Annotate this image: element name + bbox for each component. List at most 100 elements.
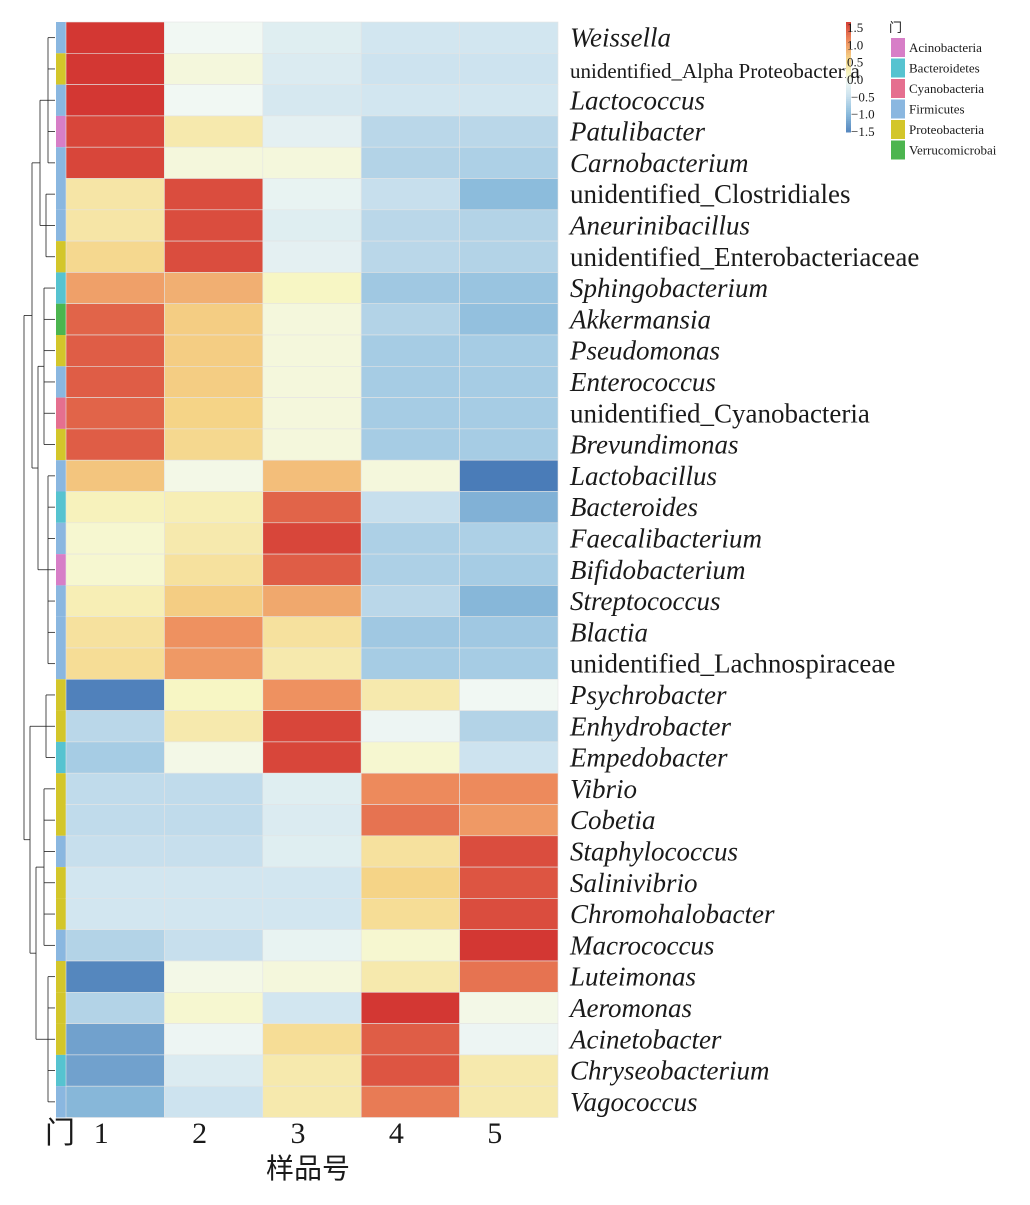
heatmap-cell (262, 647, 362, 680)
color-scale-segment (846, 31, 851, 34)
heatmap-cell (262, 84, 362, 117)
phylum-annotation-cell (56, 867, 66, 899)
phylum-annotation-cell (56, 397, 66, 429)
heatmap-cell (360, 616, 460, 649)
heatmap-cell (164, 272, 264, 304)
heatmap-cell (262, 146, 362, 179)
color-scale-segment (846, 77, 851, 80)
heatmap-cell (164, 178, 264, 211)
heatmap-cell (65, 585, 165, 618)
row-label: Patulibacter (569, 117, 705, 147)
phylum-annotation-cell (56, 898, 66, 930)
phylum-annotation-cell (56, 178, 66, 210)
heatmap-cell (65, 491, 165, 524)
heatmap-cell (262, 272, 362, 304)
heatmap-cell (65, 178, 165, 211)
heatmap-cell (65, 334, 165, 367)
row-label: Brevundimonas (570, 430, 738, 460)
color-scale-segment (846, 67, 851, 71)
heatmap-cell (262, 1054, 362, 1087)
heatmap-cell (164, 459, 264, 492)
phylum-annotation-cell (56, 773, 66, 805)
column-label: 5 (487, 1117, 502, 1150)
heatmap-cell (164, 365, 264, 398)
legend-item-label: Verrucomicrobai (909, 143, 997, 158)
heatmap-cell (262, 866, 362, 899)
heatmap-cell (360, 272, 460, 304)
heatmap-cell (459, 1054, 559, 1087)
heatmap-cell (262, 397, 362, 430)
row-label: Pseudomonas (569, 336, 720, 366)
color-scale-segment (846, 75, 851, 78)
heatmap-cell (65, 209, 165, 242)
heatmap-cell (459, 491, 559, 524)
heatmap-cell (360, 1085, 460, 1118)
color-scale-segment (846, 95, 851, 98)
color-scale-segment (846, 88, 851, 91)
heatmap-cell (360, 240, 460, 273)
heatmap-cell (262, 240, 362, 273)
heatmap-cell (459, 741, 559, 774)
color-scale-segment (846, 130, 851, 133)
heatmap-cell (459, 240, 559, 273)
legend-swatch (891, 120, 905, 139)
row-label: Akkermansia (568, 304, 711, 334)
color-scale-segment (846, 47, 851, 50)
heatmap-cell (164, 960, 264, 993)
heatmap-cell (164, 1023, 264, 1056)
heatmap-cell (262, 616, 362, 649)
phylum-annotation-cell (56, 491, 66, 523)
phylum-annotation-cell (56, 616, 66, 648)
color-scale-segment (846, 110, 851, 113)
heatmap-cell (459, 991, 559, 1024)
color-scale-bar: 1.5 1.0 0.5 0.0 −0.5 −1.0 −1.5 (846, 20, 875, 139)
heatmap-cell (360, 553, 460, 586)
heatmap-cell (65, 1085, 165, 1118)
row-label: Vibrio (570, 774, 637, 804)
heatmap-cell (164, 804, 264, 837)
legend-item-label: Proteobacteria (909, 122, 984, 137)
phylum-annotation-cell (56, 53, 66, 85)
heatmap-cell (360, 866, 460, 899)
heatmap-cell (459, 866, 559, 899)
phylum-annotation-cell (56, 710, 66, 742)
heatmap-cell (459, 334, 559, 367)
heatmap-cell (65, 397, 165, 430)
color-scale-segment (846, 93, 851, 96)
heatmap-cell (262, 835, 362, 868)
row-label: Enterococcus (569, 367, 716, 397)
heatmap-cell (65, 898, 165, 931)
heatmap-cell (65, 866, 165, 899)
heatmap-cell (65, 84, 165, 117)
color-scale-segment (846, 71, 851, 74)
color-scale-segment (846, 55, 851, 58)
phylum-annotation-cell (56, 554, 66, 586)
color-scale-tick: −0.5 (851, 89, 875, 104)
row-label: Salinivibrio (570, 868, 698, 898)
heatmap-cell (164, 585, 264, 618)
heatmap-cell (459, 522, 559, 555)
heatmap-cell (164, 491, 264, 524)
column-labels: 门 1 2 3 4 5 (45, 1117, 502, 1150)
row-label: Luteimonas (569, 962, 696, 992)
heatmap-cell (65, 835, 165, 868)
heatmap-cell (459, 428, 559, 461)
phylum-annotation-cell (56, 585, 66, 617)
phylum-annotation-cell (56, 84, 66, 116)
heatmap-cell (360, 303, 460, 336)
heatmap-cell (360, 491, 460, 524)
heatmap-cell (164, 1085, 264, 1118)
heatmap-cell (360, 459, 460, 492)
phylum-annotation-column (56, 22, 66, 1118)
heatmap-cell (262, 585, 362, 618)
heatmap-cell (360, 334, 460, 367)
phylum-annotation-cell (56, 929, 66, 961)
heatmap-cell (459, 52, 559, 85)
color-scale-segment (846, 86, 851, 89)
heatmap-cell (262, 115, 362, 148)
color-scale-segment (846, 27, 851, 30)
color-scale-segment (846, 128, 851, 131)
heatmap-cell (65, 929, 165, 962)
phylum-annotation-cell (56, 147, 66, 179)
